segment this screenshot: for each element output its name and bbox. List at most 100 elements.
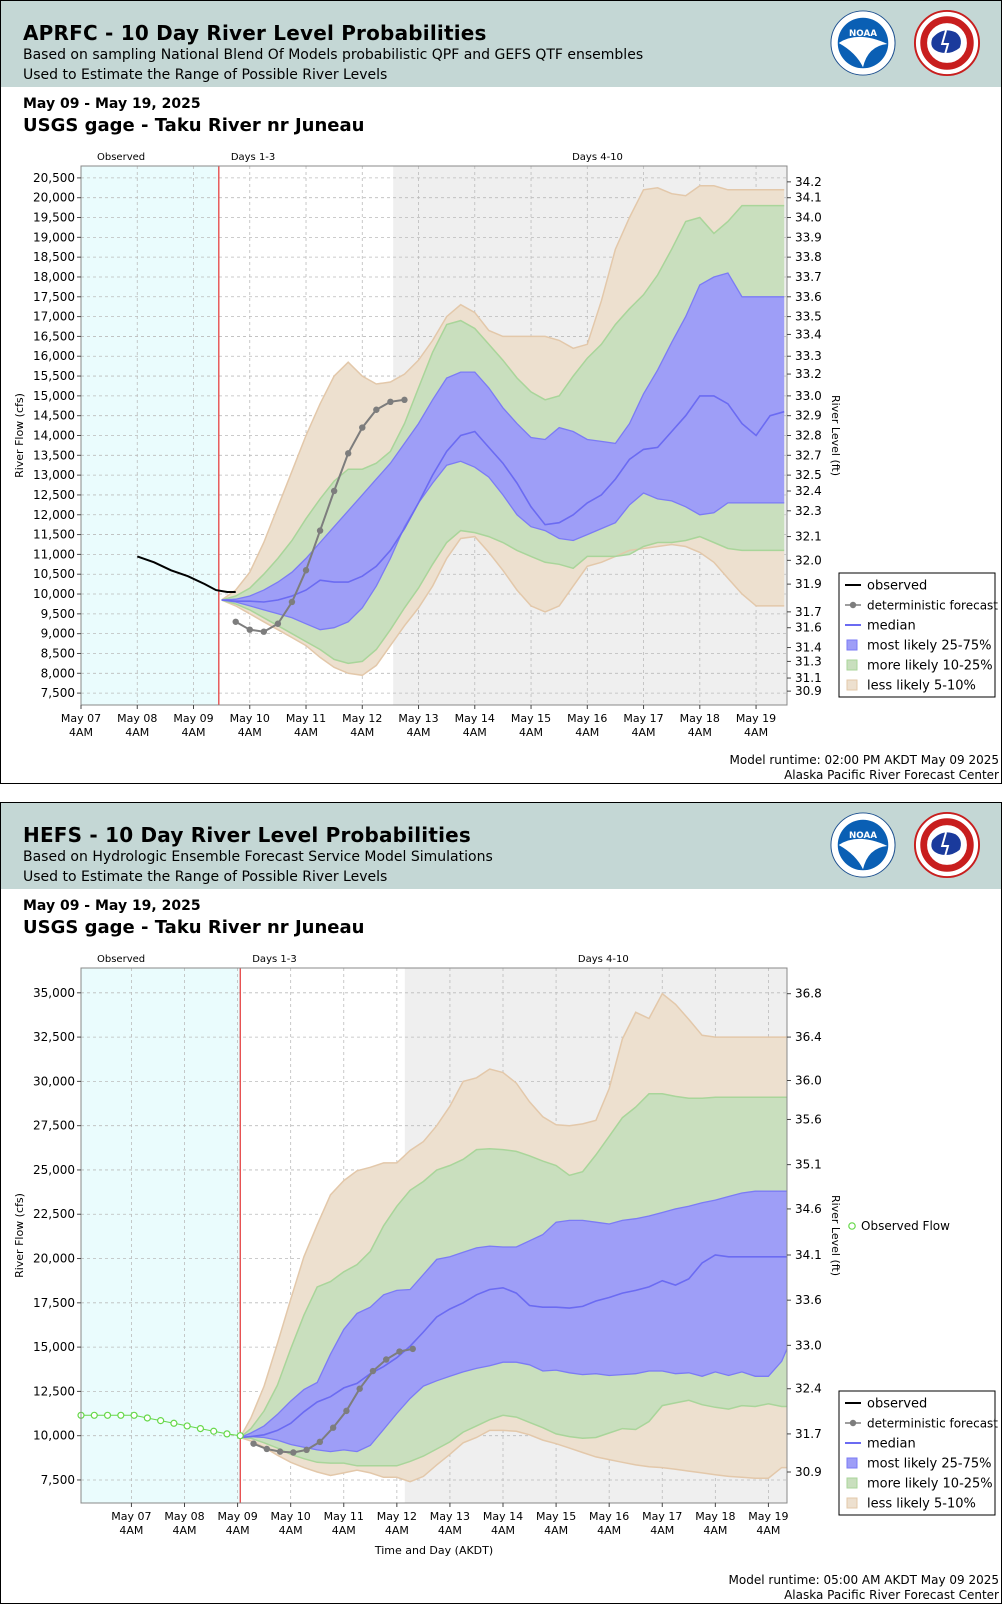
x-tick-label-time: 4AM — [575, 726, 599, 739]
y2-tick-label: 36.4 — [795, 1030, 822, 1044]
legend-label: median — [867, 1437, 916, 1452]
deterministic-point — [288, 598, 296, 606]
x-tick-label: May 10 — [230, 712, 270, 725]
y2-tick-label: 34.1 — [795, 1248, 822, 1262]
observed-flow-point — [183, 1422, 191, 1430]
deterministic-point — [316, 527, 324, 534]
y-tick-label: 15,000 — [33, 1340, 75, 1354]
deterministic-point — [329, 1424, 337, 1431]
legend-box — [838, 572, 996, 698]
footer-org: Alaska Pacific River Forecast Center — [784, 1588, 999, 1602]
y2-tick-label: 33.5 — [795, 310, 822, 324]
y2-tick-label: 33.2 — [795, 367, 822, 381]
observed-flow-point — [90, 1411, 98, 1419]
panel-subtitle-2: Used to Estimate the Range of Possible R… — [23, 869, 388, 885]
aprfc-panel: APRFC - 10 Day River Level Probabilities… — [0, 0, 1002, 784]
x-tick-label: May 19 — [736, 712, 776, 725]
y2-tick-label: 32.4 — [795, 1382, 822, 1396]
gage-name: USGS gage - Taku River nr Juneau — [23, 917, 365, 938]
x-tick-label-time: 4AM — [650, 1524, 674, 1537]
band-less-likely-low — [221, 530, 785, 676]
y2-tick-label: 31.1 — [795, 671, 822, 685]
legend-box — [838, 1390, 996, 1516]
y2-tick-label: 32.9 — [795, 409, 822, 423]
y2-tick-label: 34.0 — [795, 211, 822, 225]
y2-tick-label: 33.3 — [795, 349, 822, 363]
y2-tick-label: 34.2 — [795, 175, 822, 189]
observed-flow-point — [170, 1419, 178, 1427]
y2-tick-label: 33.7 — [795, 270, 822, 284]
median-line — [221, 395, 785, 603]
side-legend-label: Observed Flow — [861, 1219, 950, 1233]
deterministic-point — [302, 567, 310, 574]
observed-flow-point — [130, 1411, 138, 1419]
x-axis-label: Time and Day (AKDT) — [374, 1544, 493, 1557]
x-tick-label: May 08 — [164, 1510, 204, 1523]
band-most-likely — [240, 1191, 787, 1452]
y-tick-label: 7,500 — [41, 1473, 75, 1487]
y-tick-label: 25,000 — [33, 1163, 75, 1177]
y2-tick-label: 31.6 — [795, 621, 822, 635]
y2-axis-label: River Level (ft) — [829, 395, 842, 476]
x-tick-label: May 12 — [377, 1510, 417, 1523]
y-tick-label: 7,500 — [41, 686, 75, 700]
line-p95 — [221, 185, 785, 601]
deterministic-point — [345, 450, 352, 457]
panel-title: HEFS - 10 Day River Level Probabilities — [23, 823, 472, 847]
y2-tick-label: 35.1 — [795, 1158, 822, 1172]
deterministic-point — [330, 487, 338, 495]
x-tick-label: May 14 — [455, 712, 495, 725]
deterministic-point — [303, 1446, 310, 1454]
deterministic-point — [232, 618, 239, 625]
deterministic-point — [274, 620, 282, 627]
x-tick-label-time: 4AM — [279, 1524, 303, 1537]
x-tick-label-time: 4AM — [756, 1524, 780, 1537]
deterministic-point — [396, 1348, 403, 1355]
legend-label: more likely 10-25% — [867, 659, 993, 674]
observed-line — [136, 555, 236, 593]
y-tick-label: 12,500 — [33, 488, 75, 502]
median-line — [240, 1254, 787, 1439]
y-tick-label: 17,500 — [33, 290, 75, 304]
line-p05 — [239, 1429, 787, 1483]
y2-tick-label: 33.8 — [795, 250, 822, 264]
date-range: May 09 - May 19, 2025 — [23, 898, 201, 914]
y-tick-label: 27,500 — [33, 1119, 75, 1133]
y-tick-label: 13,500 — [33, 448, 75, 462]
y-tick-label: 35,000 — [33, 986, 75, 1000]
x-tick-label: May 15 — [511, 712, 551, 725]
x-tick-label: May 17 — [623, 712, 663, 725]
panel-subtitle-2: Used to Estimate the Range of Possible R… — [23, 67, 388, 83]
y-tick-label: 13,000 — [33, 468, 75, 482]
panel-banner: APRFC - 10 Day River Level Probabilities… — [1, 1, 1001, 87]
legend-label: less likely 5-10% — [867, 679, 976, 694]
hefs-chart: Observed Days 1-3 Days 4-10 7,500 10,000 12,5… — [13, 954, 998, 1557]
model-runtime: Model runtime: 02:00 PM AKDT May 09 2025 — [729, 753, 999, 767]
x-tick-label-time: 4AM — [438, 1524, 462, 1537]
y-tick-label: 9,500 — [41, 607, 75, 621]
legend-label: deterministic forecast — [867, 599, 998, 613]
panel-banner: HEFS - 10 Day River Level Probabilities … — [1, 803, 1001, 889]
y2-tick-label: 34.1 — [795, 191, 822, 205]
deterministic-point — [369, 1367, 377, 1375]
x-tick-label-time: 4AM — [632, 726, 656, 739]
legend-swatch — [846, 639, 858, 651]
x-tick-label: May 12 — [342, 712, 382, 725]
y-tick-label: 19,500 — [33, 211, 75, 225]
x-tick-label: May 11 — [286, 712, 326, 725]
x-tick-label-time: 4AM — [173, 1524, 197, 1537]
deterministic-point — [359, 424, 366, 431]
legend-swatch — [846, 659, 858, 671]
y2-tick-label: 32.0 — [795, 553, 822, 567]
x-tick-label-time: 4AM — [407, 726, 431, 739]
y2-tick-label: 31.7 — [795, 605, 822, 619]
y2-tick-label: 32.3 — [795, 504, 822, 518]
y2-tick-label: 32.5 — [795, 468, 822, 482]
legend-swatch — [846, 1477, 858, 1489]
x-tick-label: May 15 — [536, 1510, 576, 1523]
legend-label: observed — [867, 1397, 927, 1412]
legend-label: most likely 25-75% — [867, 1457, 991, 1472]
x-tick-label: May 17 — [642, 1510, 682, 1523]
deterministic-point — [246, 626, 253, 633]
y2-tick-label: 33.6 — [795, 1293, 822, 1307]
